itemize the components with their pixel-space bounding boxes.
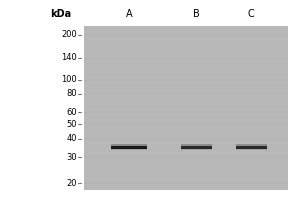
Bar: [181, 149, 212, 150]
Text: 80: 80: [67, 89, 77, 98]
Text: 50: 50: [67, 120, 77, 129]
Bar: [236, 144, 267, 146]
Text: 100: 100: [61, 75, 77, 84]
Text: A: A: [126, 9, 132, 19]
Text: 40: 40: [67, 134, 77, 143]
Text: 30: 30: [67, 153, 77, 162]
Text: 60: 60: [67, 108, 77, 117]
Bar: [181, 144, 212, 146]
Bar: [110, 144, 147, 146]
Text: kDa: kDa: [50, 9, 71, 19]
Text: 20: 20: [67, 179, 77, 188]
Text: B: B: [193, 9, 200, 19]
Bar: [181, 146, 212, 149]
Text: 200: 200: [61, 30, 77, 39]
Bar: [110, 146, 147, 149]
Text: 140: 140: [61, 53, 77, 62]
Bar: [236, 146, 267, 149]
Bar: [110, 149, 147, 150]
Bar: [236, 149, 267, 150]
Text: C: C: [248, 9, 255, 19]
